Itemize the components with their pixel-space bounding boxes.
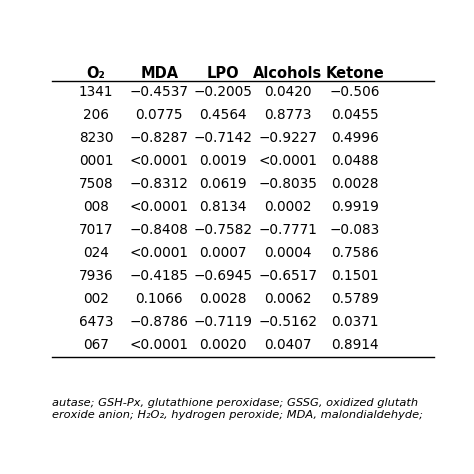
Text: 7508: 7508: [79, 177, 113, 191]
Text: 0.0028: 0.0028: [331, 177, 379, 191]
Text: 0.0020: 0.0020: [199, 338, 246, 352]
Text: <0.0001: <0.0001: [258, 154, 318, 168]
Text: −0.7119: −0.7119: [193, 315, 252, 329]
Text: 0.0775: 0.0775: [136, 108, 183, 122]
Text: −0.6517: −0.6517: [258, 269, 318, 283]
Text: Alcohols: Alcohols: [253, 66, 322, 81]
Text: 0.0619: 0.0619: [199, 177, 246, 191]
Text: 8230: 8230: [79, 131, 113, 145]
Text: autase; GSH-Px, glutathione peroxidase; GSSG, oxidized glutath: autase; GSH-Px, glutathione peroxidase; …: [52, 398, 418, 408]
Text: 0.4996: 0.4996: [331, 131, 379, 145]
Text: 002: 002: [83, 292, 109, 306]
Text: <0.0001: <0.0001: [130, 338, 189, 352]
Text: −0.506: −0.506: [330, 85, 380, 99]
Text: LPO: LPO: [206, 66, 239, 81]
Text: −0.083: −0.083: [330, 223, 380, 237]
Text: −0.7771: −0.7771: [258, 223, 318, 237]
Text: 0.8773: 0.8773: [264, 108, 312, 122]
Text: 0.0371: 0.0371: [331, 315, 379, 329]
Text: −0.8312: −0.8312: [130, 177, 189, 191]
Text: 206: 206: [83, 108, 109, 122]
Text: 6473: 6473: [79, 315, 113, 329]
Text: 7017: 7017: [79, 223, 113, 237]
Text: 0.0019: 0.0019: [199, 154, 246, 168]
Text: 7936: 7936: [79, 269, 113, 283]
Text: 0.0062: 0.0062: [264, 292, 312, 306]
Text: 067: 067: [83, 338, 109, 352]
Text: −0.7582: −0.7582: [193, 223, 252, 237]
Text: −0.2005: −0.2005: [193, 85, 252, 99]
Text: 0.0407: 0.0407: [264, 338, 312, 352]
Text: −0.8408: −0.8408: [130, 223, 189, 237]
Text: 0.7586: 0.7586: [331, 246, 379, 260]
Text: Ketone: Ketone: [326, 66, 384, 81]
Text: <0.0001: <0.0001: [130, 246, 189, 260]
Text: −0.4185: −0.4185: [130, 269, 189, 283]
Text: −0.7142: −0.7142: [193, 131, 252, 145]
Text: <0.0001: <0.0001: [130, 154, 189, 168]
Text: O₂: O₂: [87, 66, 105, 81]
Text: 008: 008: [83, 200, 109, 214]
Text: −0.8287: −0.8287: [130, 131, 189, 145]
Text: 0.0488: 0.0488: [331, 154, 379, 168]
Text: −0.8035: −0.8035: [258, 177, 318, 191]
Text: −0.6945: −0.6945: [193, 269, 252, 283]
Text: <0.0001: <0.0001: [130, 200, 189, 214]
Text: MDA: MDA: [140, 66, 178, 81]
Text: −0.5162: −0.5162: [258, 315, 318, 329]
Text: 0.0028: 0.0028: [199, 292, 246, 306]
Text: 0.1066: 0.1066: [136, 292, 183, 306]
Text: 1341: 1341: [79, 85, 113, 99]
Text: 0.8914: 0.8914: [331, 338, 379, 352]
Text: 0.9919: 0.9919: [331, 200, 379, 214]
Text: 0.4564: 0.4564: [199, 108, 246, 122]
Text: −0.8786: −0.8786: [130, 315, 189, 329]
Text: 0.5789: 0.5789: [331, 292, 379, 306]
Text: 0.0455: 0.0455: [331, 108, 379, 122]
Text: eroxide anion; H₂O₂, hydrogen peroxide; MDA, malondialdehyde;: eroxide anion; H₂O₂, hydrogen peroxide; …: [52, 410, 423, 420]
Text: 0.1501: 0.1501: [331, 269, 379, 283]
Text: 0.0007: 0.0007: [199, 246, 246, 260]
Text: 0.0420: 0.0420: [264, 85, 312, 99]
Text: 024: 024: [83, 246, 109, 260]
Text: −0.4537: −0.4537: [130, 85, 189, 99]
Text: 0.0002: 0.0002: [264, 200, 312, 214]
Text: −0.9227: −0.9227: [258, 131, 318, 145]
Text: 0.8134: 0.8134: [199, 200, 246, 214]
Text: 0001: 0001: [79, 154, 113, 168]
Text: 0.0004: 0.0004: [264, 246, 312, 260]
